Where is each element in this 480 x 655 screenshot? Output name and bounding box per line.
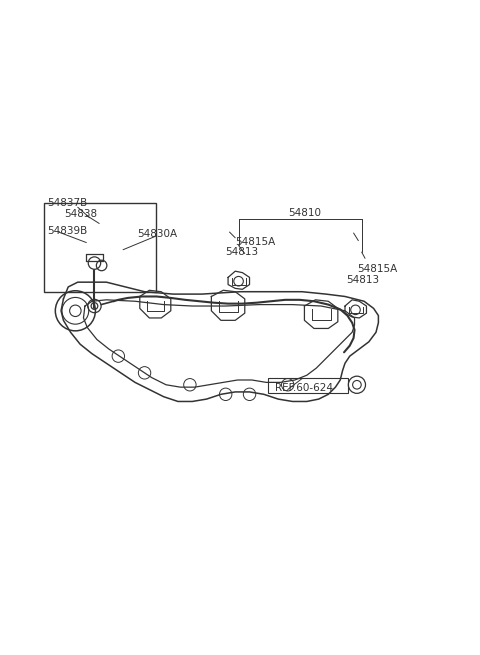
Text: 54815A: 54815A (235, 236, 276, 246)
Text: 54815A: 54815A (357, 264, 397, 274)
Text: 54830A: 54830A (137, 229, 178, 240)
Text: 54810: 54810 (288, 208, 321, 218)
Text: 54839B: 54839B (47, 226, 87, 236)
Bar (44, 204, 156, 291)
Text: 54837B: 54837B (47, 198, 87, 208)
Text: 54813: 54813 (225, 247, 258, 257)
Text: 54813: 54813 (347, 275, 380, 285)
Text: 54838: 54838 (64, 209, 97, 219)
Text: REF.60-624: REF.60-624 (275, 383, 333, 392)
